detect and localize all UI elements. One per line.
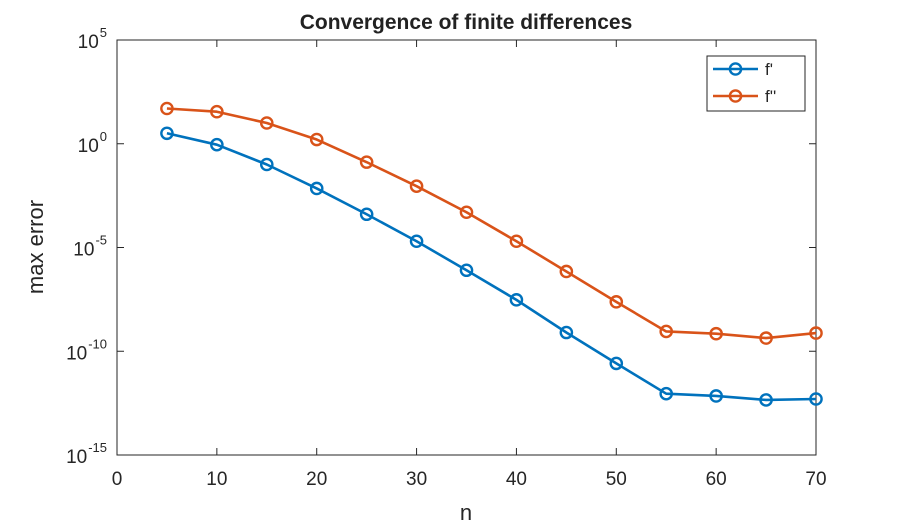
x-tick-label: 50 <box>606 469 627 490</box>
plot-area <box>116 39 817 456</box>
x-axis-label: n <box>460 500 472 525</box>
data-point <box>459 263 474 278</box>
data-point <box>459 205 474 220</box>
series-2 <box>160 101 823 345</box>
data-point <box>809 392 823 406</box>
y-tick-label: 10 <box>66 447 87 468</box>
data-point <box>359 155 374 169</box>
data-point <box>259 157 274 172</box>
data-point <box>609 356 624 371</box>
series-1 <box>160 126 823 407</box>
data-point <box>359 207 374 222</box>
legend: f' f'' <box>706 55 806 112</box>
y-tick-exponent: 0 <box>100 129 107 144</box>
series-line <box>166 132 817 402</box>
data-point <box>509 293 524 307</box>
data-point <box>659 386 674 401</box>
x-tick-label: 30 <box>406 469 427 490</box>
series-layer <box>160 101 823 407</box>
legend-marker <box>728 89 743 103</box>
x-tick-label: 10 <box>206 469 227 490</box>
data-point <box>609 295 624 309</box>
legend-label: f'' <box>765 87 776 106</box>
legend-label: f' <box>765 60 773 79</box>
x-tick-label: 40 <box>506 469 527 490</box>
data-point <box>559 325 574 340</box>
x-tick-label: 0 <box>112 469 123 490</box>
x-tick-label: 70 <box>805 469 826 490</box>
data-point <box>259 116 274 130</box>
y-tick-exponent: -15 <box>88 440 107 455</box>
data-point <box>809 326 823 340</box>
data-point <box>409 179 424 193</box>
data-point <box>559 264 574 279</box>
data-point <box>309 181 324 196</box>
data-point <box>160 126 174 141</box>
series-line <box>166 107 817 340</box>
y-tick-label: 10 <box>66 343 87 364</box>
data-point <box>759 331 773 345</box>
legend-marker <box>728 62 743 76</box>
y-tick-exponent: 5 <box>100 25 107 40</box>
chart-title: Convergence of finite differences <box>300 11 633 34</box>
data-point <box>509 234 524 249</box>
y-tick-label: 10 <box>78 136 99 157</box>
y-tick-label: 10 <box>73 240 94 261</box>
data-point <box>409 234 424 249</box>
data-point <box>309 132 324 147</box>
data-point <box>709 326 723 341</box>
x-tick-label: 20 <box>306 469 327 490</box>
x-tick-label: 60 <box>706 469 727 490</box>
data-point <box>709 389 723 403</box>
y-tick-exponent: -10 <box>88 336 107 351</box>
data-point <box>210 104 224 119</box>
legend-box <box>706 55 806 112</box>
data-point <box>210 137 224 152</box>
data-point <box>759 393 773 407</box>
y-tick-exponent: -5 <box>95 233 107 248</box>
y-tick-label: 10 <box>78 32 99 53</box>
data-point <box>160 101 174 116</box>
y-axis-label: max error <box>23 200 48 294</box>
data-point <box>659 324 674 339</box>
